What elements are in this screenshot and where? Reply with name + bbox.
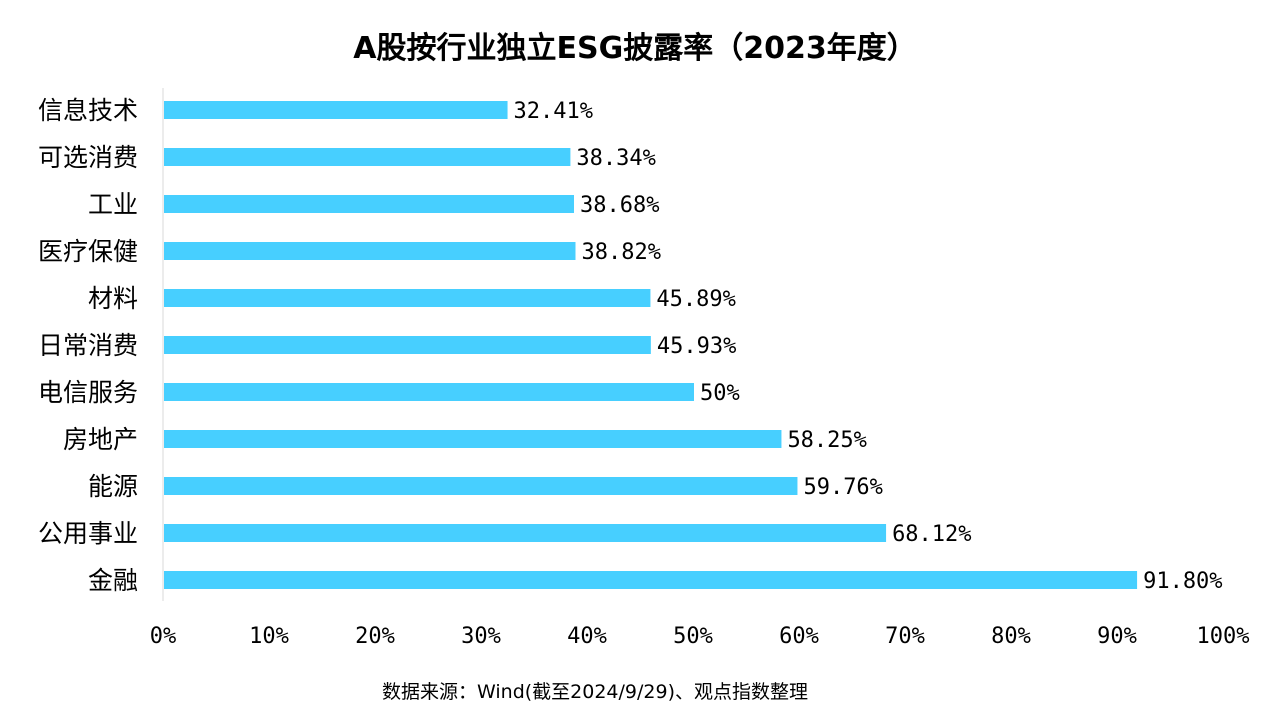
bar (164, 242, 576, 260)
bar (164, 195, 575, 213)
data-label: 38.68% (580, 193, 659, 218)
bar (164, 148, 571, 166)
x-tick-label: 30% (461, 624, 501, 649)
x-axis-ticks: 0% 10% 20% 30% 40% 50% 60% 70% 80% 90% 100% (150, 624, 1250, 649)
category-label: 公用事业 (38, 519, 138, 548)
category-label: 金融 (88, 566, 138, 595)
x-tick-label: 90% (1097, 624, 1137, 649)
chart-title: A股按行业独立ESG披露率（2023年度） (353, 31, 916, 66)
data-label: 50% (700, 381, 740, 406)
data-labels: 32.41% 38.34% 38.68% 38.82% 45.89% 45.93% 50% 5… (514, 99, 1223, 594)
data-label: 45.89% (656, 287, 735, 312)
x-tick-label: 20% (355, 624, 395, 649)
bar (164, 571, 1138, 589)
bar (164, 336, 651, 354)
data-label: 58.25% (787, 428, 866, 453)
x-tick-label: 40% (567, 624, 607, 649)
bar (164, 430, 782, 448)
data-label: 38.82% (581, 240, 660, 265)
data-label: 91.80% (1143, 569, 1222, 594)
category-label: 医疗保健 (38, 237, 138, 266)
data-label: 68.12% (892, 522, 971, 547)
x-tick-label: 100% (1197, 624, 1250, 649)
bar (164, 524, 887, 542)
x-tick-label: 50% (673, 624, 713, 649)
category-label: 电信服务 (38, 378, 138, 407)
data-label: 59.76% (803, 475, 882, 500)
bar (164, 383, 694, 401)
category-label: 房地产 (63, 425, 138, 454)
category-label: 日常消费 (38, 331, 138, 360)
x-tick-label: 0% (150, 624, 177, 649)
category-label: 信息技术 (38, 96, 138, 125)
data-label: 45.93% (657, 334, 736, 359)
bar (164, 101, 508, 119)
x-tick-label: 80% (991, 624, 1031, 649)
x-tick-label: 10% (249, 624, 289, 649)
category-label: 可选消费 (38, 143, 138, 172)
bar (164, 477, 798, 495)
data-label: 32.41% (514, 99, 593, 124)
category-label: 材料 (88, 284, 138, 313)
data-label: 38.34% (576, 146, 655, 171)
x-tick-label: 70% (885, 624, 925, 649)
bars-group (164, 101, 1138, 589)
source-note: 数据来源：Wind(截至2024/9/29)、观点指数整理 (382, 681, 808, 703)
category-label: 工业 (88, 190, 138, 219)
bar (164, 289, 651, 307)
x-tick-label: 60% (779, 624, 819, 649)
category-label: 能源 (88, 472, 138, 501)
